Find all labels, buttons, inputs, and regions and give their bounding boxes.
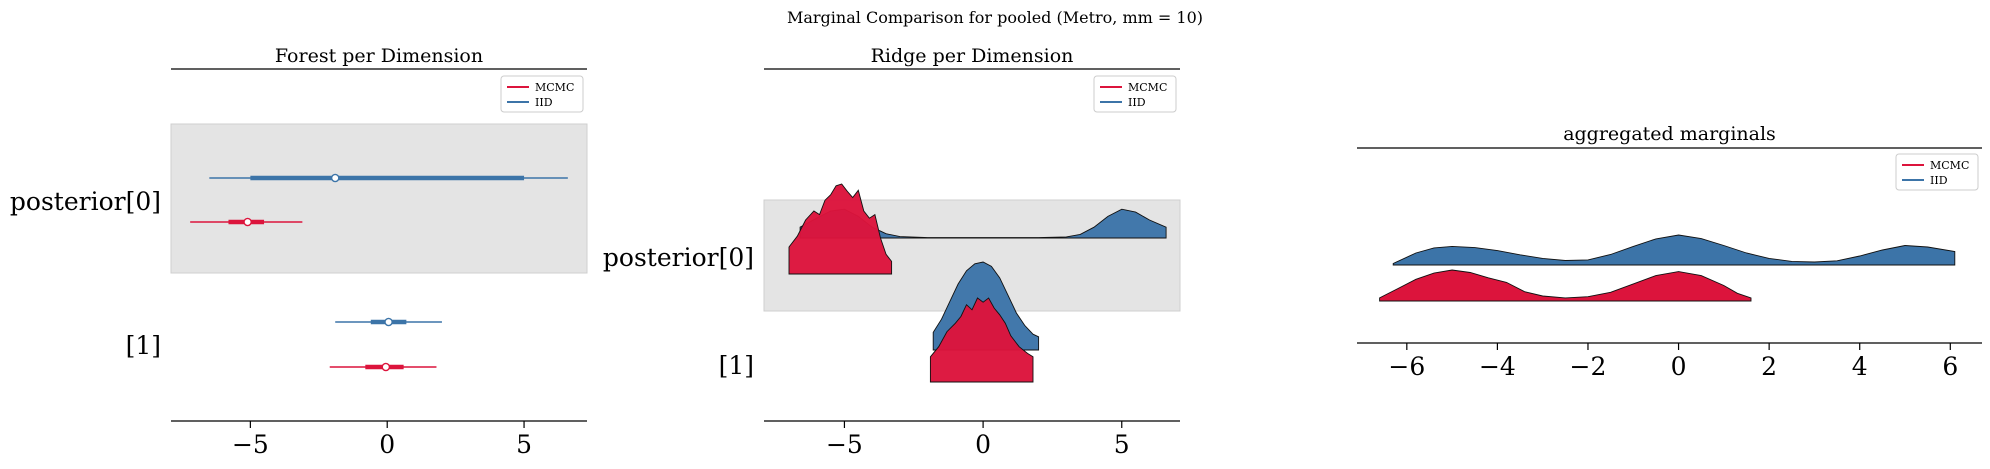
legend-label-mcmc: MCMC [1930, 159, 1969, 172]
x-tick-label: −6 [1388, 352, 1425, 381]
ridge-mcmc-dim1 [929, 297, 1034, 383]
panel-title: aggregated marginals [1563, 123, 1776, 145]
median-point-mcmc [243, 217, 252, 227]
x-tick-label: −4 [1479, 352, 1516, 381]
x-tick-label: 0 [975, 430, 991, 459]
dimension-band [170, 123, 588, 274]
area-mcmc [1379, 269, 1752, 302]
x-tick-label: −5 [826, 430, 863, 459]
x-tick-label: 0 [379, 430, 395, 459]
panel-title: Forest per Dimension [275, 45, 483, 67]
ridge-panel: Ridge per Dimension posterior[0] [1] −5 0 5 MC… [603, 45, 1181, 459]
panel-title: Ridge per Dimension [871, 45, 1074, 67]
legend-label-iid: IID [1930, 174, 1948, 187]
forest-panel: Forest per Dimension posterior[0] [1] −5 0 5 M… [10, 45, 588, 459]
figure-suptitle: Marginal Comparison for pooled (Metro, m… [787, 8, 1203, 27]
x-tick-label: −2 [1570, 352, 1607, 381]
y-tick-label: [1] [126, 331, 161, 360]
median-point-iid [384, 317, 393, 327]
legend-label-iid: IID [1128, 96, 1146, 109]
x-tick-label: 5 [1114, 430, 1130, 459]
x-tick-label: 2 [1761, 352, 1777, 381]
y-tick-label: [1] [719, 351, 754, 380]
x-tick-label: 5 [516, 430, 532, 459]
x-tick-label: −5 [232, 430, 269, 459]
legend-label-mcmc: MCMC [535, 81, 574, 94]
ridge-mcmc-dim0 [788, 183, 893, 275]
y-tick-label: posterior[0] [10, 187, 161, 216]
median-point-iid [330, 173, 340, 183]
legend-label-mcmc: MCMC [1128, 81, 1167, 94]
x-tick-label: 6 [1942, 352, 1958, 381]
x-tick-label: 0 [1671, 352, 1687, 381]
y-tick-label: posterior[0] [603, 243, 754, 272]
aggregated-panel: aggregated marginals −6 −4 −2 0 2 4 6 MCMC IID [1357, 123, 1982, 381]
x-tick-label: 4 [1852, 352, 1868, 381]
median-point-mcmc [381, 362, 391, 372]
area-iid [1392, 234, 1956, 266]
legend-label-iid: IID [535, 96, 553, 109]
